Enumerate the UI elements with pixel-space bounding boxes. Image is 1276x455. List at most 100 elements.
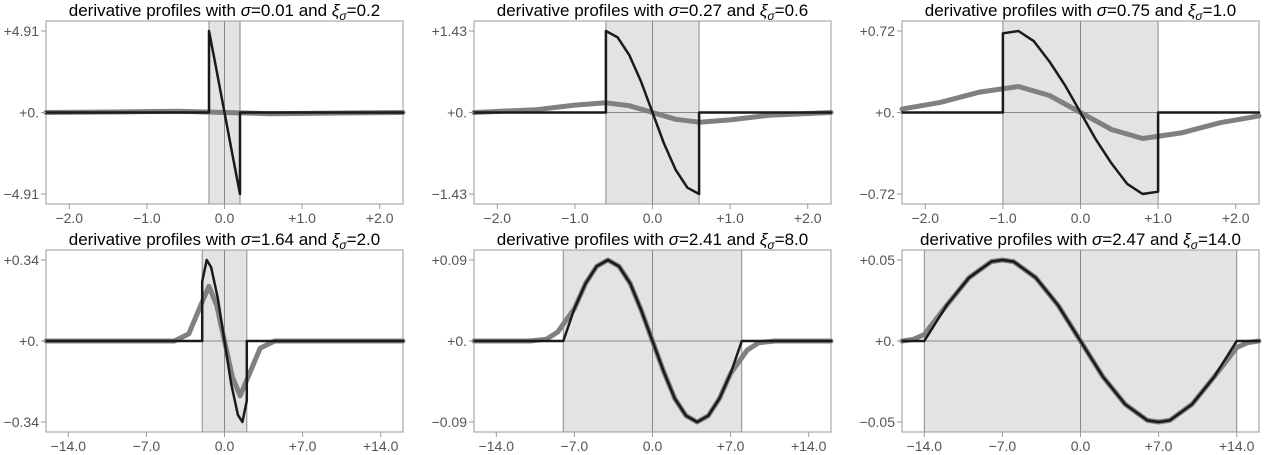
- y-tick-label: −0.09: [432, 414, 468, 430]
- series-line-black: [472, 258, 833, 424]
- series-line-black: [44, 258, 405, 424]
- title-part: =2.0: [347, 230, 381, 249]
- title-part: ξ: [332, 230, 341, 249]
- title-part: ξ: [760, 1, 769, 20]
- x-tick-label: −14.0: [907, 438, 943, 454]
- title-part: σ: [669, 230, 680, 249]
- y-tick-label: −4.91: [4, 186, 40, 202]
- y-tick-label: −0.72: [860, 186, 896, 202]
- x-tick-label: +7.0: [1145, 438, 1173, 454]
- chart-title: derivative profiles with σ=0.27 and ξσ=0…: [497, 1, 808, 23]
- title-part: derivative profiles with: [497, 1, 669, 20]
- title-part: derivative profiles with: [497, 230, 669, 249]
- x-tick-label: 0.0: [1071, 210, 1091, 226]
- chart-panel-6: −14.0 −7.0 0.0 +7.0 +14.0 +0.05 +0. −0.05 deriva…: [860, 230, 1262, 454]
- title-part: σ: [241, 230, 252, 249]
- x-tick-label: +14.0: [791, 438, 827, 454]
- title-part: =2.41 and: [679, 230, 760, 249]
- title-part: ξ: [332, 1, 341, 20]
- title-part: =0.6: [775, 1, 809, 20]
- chart-title: derivative profiles with σ=1.64 and ξσ=2…: [69, 230, 380, 252]
- y-tick-label: +0.: [875, 333, 895, 349]
- y-tick-label: +0.09: [432, 252, 468, 268]
- x-tick-label: −14.0: [51, 438, 87, 454]
- x-tick-label: +7.0: [717, 438, 745, 454]
- y-tick-label: +1.43: [432, 23, 468, 39]
- x-tick-label: +14.0: [1219, 438, 1255, 454]
- series-line-black: [900, 258, 1261, 424]
- y-tick-label: +4.91: [4, 23, 40, 39]
- y-tick-label: +0.: [19, 333, 39, 349]
- x-tick-label: −7.0: [561, 438, 589, 454]
- x-tick-label: 0.0: [1071, 438, 1091, 454]
- title-part: σ: [669, 1, 680, 20]
- x-tick-label: −2.0: [911, 210, 939, 226]
- chart-title: derivative profiles with σ=2.41 and ξσ=8…: [497, 230, 808, 252]
- chart-title: derivative profiles with σ=0.75 and ξσ=1…: [925, 1, 1236, 23]
- y-tick-label: +0.: [447, 105, 467, 121]
- title-part: σ: [767, 9, 775, 23]
- title-part: =2.47 and: [1102, 230, 1183, 249]
- chart-title: derivative profiles with σ=2.47 and ξσ=1…: [920, 230, 1241, 252]
- x-tick-label: 0.0: [643, 210, 663, 226]
- title-part: σ: [1195, 9, 1203, 23]
- x-tick-label: 0.0: [215, 438, 235, 454]
- title-part: ξ: [1188, 1, 1197, 20]
- x-tick-label: +1.0: [716, 210, 744, 226]
- y-tick-label: −1.43: [432, 186, 468, 202]
- x-tick-label: +1.0: [1144, 210, 1172, 226]
- y-tick-label: +0.: [447, 333, 467, 349]
- title-part: =8.0: [775, 230, 809, 249]
- x-tick-label: +7.0: [289, 438, 317, 454]
- x-tick-label: +1.0: [288, 210, 316, 226]
- x-tick-label: −2.0: [483, 210, 511, 226]
- chart-panel-1: −2.0 −1.0 0.0 +1.0 +2.0 +4.91 +0. −4.91 derivati…: [4, 1, 406, 226]
- title-part: σ: [339, 9, 347, 23]
- title-part: =0.01 and: [251, 1, 332, 20]
- chart-panel-5: −14.0 −7.0 0.0 +7.0 +14.0 +0.09 +0. −0.09 deriva…: [432, 230, 834, 454]
- title-part: derivative profiles with: [920, 230, 1092, 249]
- y-tick-label: +0.05: [860, 252, 896, 268]
- y-tick-label: −0.05: [860, 414, 896, 430]
- chart-title: derivative profiles with σ=0.01 and ξσ=0…: [69, 1, 380, 23]
- y-tick-label: −0.34: [4, 414, 40, 430]
- title-part: derivative profiles with: [69, 1, 241, 20]
- title-part: derivative profiles with: [925, 1, 1097, 20]
- chart-panel-3: −2.0 −1.0 0.0 +1.0 +2.0 +0.72 +0. −0.72 derivati…: [860, 1, 1262, 226]
- series-line-black: [44, 29, 405, 196]
- x-tick-label: −7.0: [989, 438, 1017, 454]
- y-tick-label: +0.: [875, 105, 895, 121]
- title-part: ξ: [760, 230, 769, 249]
- x-tick-label: −1.0: [561, 210, 589, 226]
- series-line-black: [900, 29, 1261, 196]
- title-part: ξ: [1183, 230, 1192, 249]
- x-tick-label: −1.0: [989, 210, 1017, 226]
- title-part: =14.0: [1198, 230, 1241, 249]
- series-line-black: [472, 29, 833, 196]
- title-part: σ: [1191, 238, 1199, 252]
- title-part: σ: [767, 238, 775, 252]
- title-part: =0.75 and: [1107, 1, 1188, 20]
- title-part: σ: [1092, 230, 1103, 249]
- x-tick-label: 0.0: [215, 210, 235, 226]
- y-tick-label: +0.34: [4, 252, 40, 268]
- x-tick-label: +2.0: [794, 210, 822, 226]
- x-tick-label: −14.0: [479, 438, 515, 454]
- title-part: =1.64 and: [251, 230, 332, 249]
- title-part: derivative profiles with: [69, 230, 241, 249]
- x-tick-label: 0.0: [643, 438, 663, 454]
- y-tick-label: +0.72: [860, 23, 896, 39]
- x-tick-label: −7.0: [133, 438, 161, 454]
- title-part: =0.27 and: [679, 1, 760, 20]
- title-part: =0.2: [347, 1, 381, 20]
- title-part: σ: [241, 1, 252, 20]
- x-tick-label: +2.0: [366, 210, 394, 226]
- chart-panel-4: −14.0 −7.0 0.0 +7.0 +14.0 +0.34 +0. −0.34 deriva…: [4, 230, 406, 454]
- y-tick-label: +0.: [19, 105, 39, 121]
- x-tick-label: +14.0: [363, 438, 399, 454]
- x-tick-label: −1.0: [133, 210, 161, 226]
- title-part: =1.0: [1203, 1, 1237, 20]
- title-part: σ: [1097, 1, 1108, 20]
